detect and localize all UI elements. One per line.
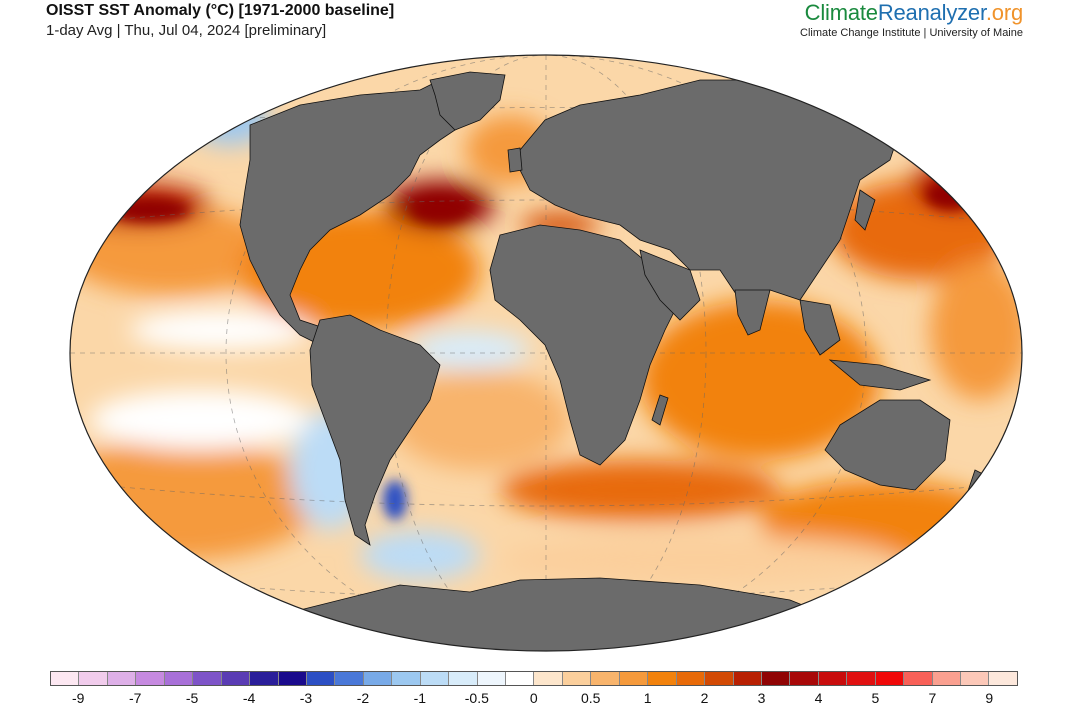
- japan: [854, 189, 876, 231]
- brand-logo[interactable]: ClimateReanalyzer.org Climate Change Ins…: [800, 0, 1023, 39]
- legend-tick-label: -2: [356, 690, 370, 706]
- legend-swatch: [278, 672, 307, 685]
- legend-swatch: [363, 672, 393, 685]
- legend-tick-label: -9: [72, 690, 85, 706]
- legend-swatch: [733, 672, 762, 685]
- legend-tick-label: -7: [128, 690, 142, 706]
- legend-tick-label: 0: [529, 690, 538, 706]
- legend-ticks: -9 -7 -5 -4 -3 -2 -1 -0.5 0 0.5 1 2 3 4 5 7 9: [50, 690, 1018, 710]
- legend-tick-label: -4: [242, 690, 256, 706]
- legend-swatch: [193, 672, 222, 685]
- legend-swatch: [335, 672, 364, 685]
- legend-swatch: [790, 672, 819, 685]
- legend-tick-label: 5: [871, 690, 880, 706]
- legend-swatch: [705, 672, 734, 685]
- legend-swatch: [250, 672, 279, 685]
- legend-tick-label: 4: [814, 690, 823, 706]
- legend-swatch: [534, 672, 563, 685]
- legend-tick-label: -0.5: [464, 690, 489, 706]
- legend-swatch: [875, 672, 905, 685]
- australia: [824, 399, 951, 491]
- madagascar: [651, 394, 669, 426]
- africa: [489, 224, 681, 466]
- legend-swatch: [591, 672, 620, 685]
- brand-subtitle: Climate Change Institute | University of…: [800, 27, 1023, 39]
- legend-tick-label: 2: [700, 690, 709, 706]
- legend-swatch: [164, 672, 194, 685]
- legend-tick-label: 7: [928, 690, 937, 706]
- legend-swatch: [136, 672, 165, 685]
- legend-swatch: [221, 672, 251, 685]
- legend-tick-label: 3: [757, 690, 766, 706]
- arabia: [639, 249, 701, 321]
- page-subtitle: 1-day Avg | Thu, Jul 04, 2024 [prelimina…: [46, 22, 327, 39]
- indonesia: [828, 359, 932, 391]
- legend-swatch: [506, 672, 535, 685]
- legend-swatch: [761, 672, 791, 685]
- south-america: [309, 314, 441, 546]
- legend-swatch: [51, 672, 80, 685]
- world-map: [69, 54, 1023, 652]
- legend-swatch: [107, 672, 137, 685]
- india: [734, 289, 771, 336]
- map-outline: [69, 54, 1023, 652]
- legend-tick-label: -5: [185, 690, 199, 706]
- legend-tick-label: -1: [413, 690, 427, 706]
- legend-swatch: [904, 672, 933, 685]
- legend-swatch: [961, 672, 990, 685]
- legend-swatch: [619, 672, 649, 685]
- legend-tick-label: -3: [299, 690, 313, 706]
- page-title: OISST SST Anomaly (°C) [1971-2000 baseli…: [46, 2, 395, 19]
- legend-swatch: [562, 672, 592, 685]
- legend-swatch: [847, 672, 876, 685]
- brand-name-part-climate: Climate: [804, 0, 878, 25]
- legend-tick-label: 0.5: [580, 690, 601, 706]
- legend-swatch: [79, 672, 108, 685]
- legend-swatch: [420, 672, 450, 685]
- legend-swatch: [818, 672, 848, 685]
- brand-name-part-org: .org: [985, 0, 1023, 25]
- greenland: [429, 71, 506, 131]
- legend-tick-label: 9: [985, 690, 994, 706]
- legend-swatch: [932, 672, 961, 685]
- legend-swatch: [306, 672, 336, 685]
- land-masses: [239, 71, 986, 651]
- southeast-asia: [799, 299, 841, 356]
- legend-swatch: [392, 672, 421, 685]
- sst-anomaly-map: [69, 54, 1023, 652]
- color-legend: [50, 671, 1018, 686]
- legend-swatch: [648, 672, 677, 685]
- legend-swatch: [477, 672, 506, 685]
- legend-swatch: [449, 672, 478, 685]
- uk: [507, 147, 523, 173]
- legend-swatch: [676, 672, 706, 685]
- brand-name-part-reanalyzer: Reanalyzer: [877, 0, 986, 25]
- legend-swatch: [989, 672, 1017, 685]
- legend-tick-label: 1: [643, 690, 652, 706]
